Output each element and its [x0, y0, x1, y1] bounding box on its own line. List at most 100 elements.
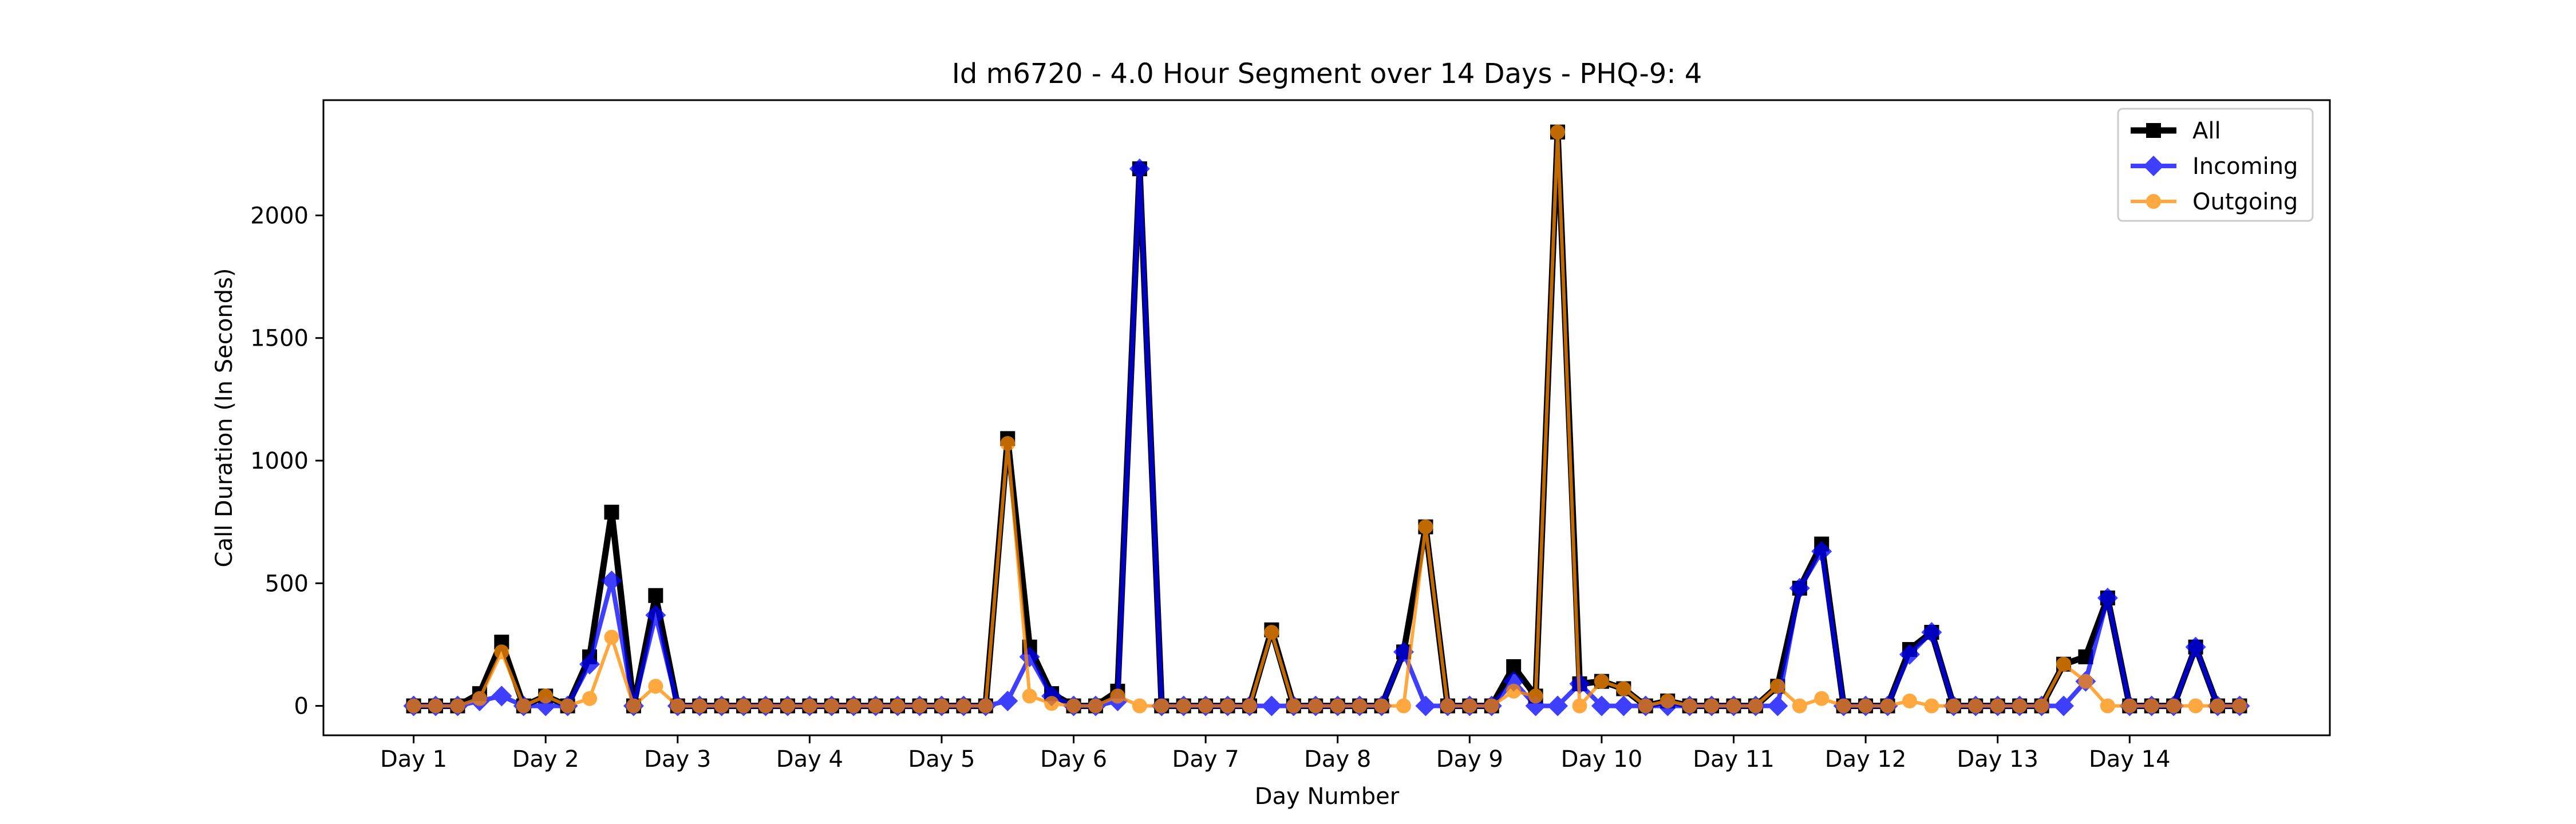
- data-point-outgoing: [1968, 698, 1984, 714]
- data-point-outgoing: [736, 698, 752, 714]
- x-tick-label: Day 7: [1172, 746, 1239, 772]
- data-point-outgoing: [1572, 698, 1587, 714]
- data-point-outgoing: [2188, 698, 2203, 714]
- data-point-outgoing: [1660, 694, 1676, 708]
- data-point-incoming: [2053, 695, 2074, 716]
- data-point-outgoing: [406, 698, 421, 714]
- data-point-incoming: [2097, 588, 2118, 608]
- data-point-outgoing: [934, 698, 949, 714]
- chart-title: Id m6720 - 4.0 Hour Segment over 14 Days…: [952, 58, 1702, 90]
- data-point-outgoing: [560, 698, 575, 714]
- y-tick-label: 2000: [250, 203, 309, 229]
- data-point-outgoing: [472, 691, 487, 706]
- data-point-incoming: [1789, 577, 1810, 599]
- data-point-outgoing: [2144, 698, 2159, 714]
- data-point-outgoing: [2078, 674, 2093, 689]
- data-point-outgoing: [648, 679, 663, 694]
- data-point-outgoing: [1550, 124, 1566, 140]
- data-point-outgoing: [824, 698, 839, 714]
- legend-label: Outgoing: [2192, 189, 2298, 215]
- data-point-outgoing: [868, 698, 883, 714]
- data-point-outgoing: [1594, 674, 1609, 689]
- data-point-outgoing: [1154, 698, 1170, 714]
- data-point-outgoing: [670, 698, 685, 714]
- legend: All Incoming Outgoing: [2117, 108, 2314, 222]
- data-point-incoming: [997, 691, 1018, 711]
- data-point-outgoing: [516, 698, 531, 714]
- data-point-outgoing: [1946, 698, 1961, 714]
- legend-marker: [2146, 123, 2161, 138]
- x-tick-label: Day 5: [908, 746, 975, 772]
- data-point-incoming: [579, 653, 600, 675]
- data-point-outgoing: [1638, 698, 1653, 714]
- data-point-outgoing: [1000, 436, 1016, 451]
- x-tick-label: Day 11: [1693, 746, 1775, 772]
- data-point-outgoing: [1022, 688, 1037, 704]
- data-point-outgoing: [494, 644, 509, 660]
- data-point-outgoing: [2034, 698, 2049, 714]
- x-tick-label: Day 12: [1825, 746, 1907, 772]
- data-point-outgoing: [1616, 681, 1631, 696]
- data-point-outgoing: [1088, 698, 1103, 714]
- data-point-outgoing: [1924, 698, 1939, 714]
- data-point-outgoing: [1198, 698, 1214, 714]
- x-tick-label: Day 8: [1304, 746, 1371, 772]
- data-point-outgoing: [758, 698, 773, 714]
- data-point-incoming: [1129, 159, 1150, 179]
- data-point-outgoing: [2210, 698, 2225, 714]
- data-point-outgoing: [450, 698, 465, 714]
- legend-item: [2131, 194, 2176, 209]
- plot-area: Day 1 Day 2 Day 3 Day 4 Day 5 Day 6 Day 7 Day 8…: [250, 99, 2331, 772]
- data-point-outgoing: [626, 698, 641, 714]
- data-point-outgoing: [780, 698, 795, 714]
- data-point-outgoing: [1418, 519, 1433, 534]
- data-point-outgoing: [2232, 698, 2247, 714]
- legend-label: Incoming: [2192, 153, 2298, 180]
- data-point-incoming: [601, 571, 622, 591]
- data-point-outgoing: [2122, 698, 2138, 714]
- legend-item: [2131, 156, 2176, 176]
- data-point-outgoing: [1308, 698, 1323, 714]
- data-point-outgoing: [1792, 698, 1807, 714]
- data-point-incoming: [645, 605, 666, 625]
- data-point-outgoing: [1352, 698, 1368, 714]
- data-point-outgoing: [802, 698, 817, 714]
- x-tick-label: Day 3: [644, 746, 711, 772]
- data-point-outgoing: [956, 698, 971, 714]
- x-tick-label: Day 2: [512, 746, 579, 772]
- data-point-outgoing: [2012, 698, 2028, 714]
- data-point-outgoing: [1374, 698, 1389, 714]
- data-point-outgoing: [846, 698, 862, 714]
- data-point-outgoing: [604, 629, 619, 645]
- data-point-outgoing: [1264, 625, 1279, 640]
- x-tick-label: Day 10: [1561, 746, 1643, 772]
- x-tick-label: Day 14: [2089, 746, 2171, 772]
- data-point-outgoing: [1528, 688, 1543, 704]
- x-tick-label: Day 13: [1957, 746, 2038, 772]
- data-point-outgoing: [1044, 696, 1060, 711]
- x-axis-label: Day Number: [1255, 783, 1400, 810]
- data-point-outgoing: [890, 698, 906, 714]
- data-point-incoming: [491, 686, 512, 707]
- data-point-all: [648, 588, 663, 603]
- data-point-outgoing: [1462, 698, 1477, 714]
- data-point-incoming: [1547, 695, 1568, 716]
- data-point-outgoing: [1506, 683, 1522, 699]
- data-point-outgoing: [1704, 698, 1720, 714]
- data-point-outgoing: [912, 698, 927, 714]
- x-tick-label: Day 9: [1436, 746, 1503, 772]
- data-point-outgoing: [1286, 698, 1301, 714]
- data-point-outgoing: [1484, 698, 1499, 714]
- data-point-incoming: [1899, 644, 1920, 665]
- data-point-incoming: [1613, 695, 1634, 716]
- series-outgoing: [406, 124, 2247, 714]
- data-point-outgoing: [1330, 698, 1345, 714]
- data-point-outgoing: [1990, 698, 2005, 714]
- data-point-incoming: [1261, 695, 1282, 716]
- legend-marker: [2146, 194, 2161, 209]
- data-point-all: [604, 505, 619, 520]
- data-point-outgoing: [428, 698, 444, 714]
- plot-frame: [322, 99, 2331, 736]
- data-point-outgoing: [1440, 698, 1455, 714]
- data-point-outgoing: [1220, 698, 1235, 714]
